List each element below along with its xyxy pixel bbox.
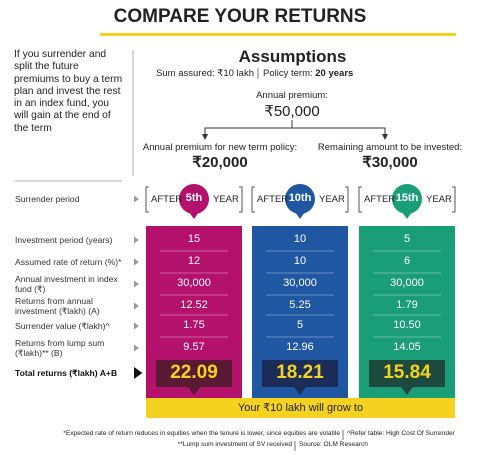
row-label: Total returns (₹lakh) A+B — [15, 368, 118, 378]
cell-value: 12.96 — [286, 341, 314, 353]
row-label: Annual investment in index fund (₹) — [15, 274, 118, 294]
total-value: 22.09 — [170, 362, 218, 383]
cell-value: 30,000 — [283, 277, 317, 289]
row-arrow — [134, 236, 139, 244]
cell-value: 12 — [187, 255, 201, 267]
footnote: Source: OLM Research — [299, 441, 368, 448]
row-arrow — [134, 280, 139, 288]
total-value: 15.84 — [383, 362, 431, 383]
arrowheads — [202, 134, 388, 140]
policy-term-label: Policy term: — [263, 68, 313, 79]
title: COMPARE YOUR RETURNS — [113, 6, 367, 27]
total-pointer — [401, 387, 413, 395]
assumptions-heading: Assumptions — [238, 47, 347, 66]
bracket — [204, 120, 386, 136]
row-label: Returns from lump sum (₹lakh)** (B) — [15, 338, 105, 358]
cell-value: 1.75 — [183, 319, 205, 331]
cell-value: 10 — [293, 233, 307, 245]
cell-value: 30,000 — [177, 277, 211, 289]
cell-value: 14.05 — [393, 341, 421, 353]
cell-value: 6 — [403, 255, 411, 267]
header-suffix: YEAR — [426, 194, 452, 205]
cell-value: 5.25 — [289, 299, 311, 311]
banner-bg — [146, 398, 455, 418]
row-label: Assumed rate of return (%)* — [15, 257, 122, 267]
row-arrow — [134, 344, 139, 352]
cell-value: 9.57 — [183, 341, 205, 353]
header-circle — [179, 184, 209, 214]
row-label: Surrender value (₹lakh)^ — [15, 321, 110, 331]
cell-value: 5 — [296, 319, 304, 331]
row-arrow — [134, 258, 139, 266]
total-pointer — [294, 387, 306, 395]
header-bracket — [358, 186, 456, 213]
header-suffix: YEAR — [213, 194, 239, 205]
total-box — [156, 360, 232, 387]
header-prefix: AFTER — [257, 194, 289, 205]
row-arrow — [134, 367, 143, 379]
policy-term-value: 20 years — [315, 68, 354, 79]
header-period: 5th — [185, 192, 203, 204]
header-bracket — [145, 186, 243, 213]
row-arrow — [134, 195, 139, 203]
cell-value: 12.52 — [180, 299, 208, 311]
annual-premium-label: Annual premium: — [256, 90, 328, 101]
title-underline — [100, 33, 456, 36]
cell-value: 10.50 — [393, 319, 421, 331]
row-label: Surrender period — [15, 194, 80, 204]
policy-term: Policy term: 20 years — [263, 68, 353, 79]
row-arrow — [134, 322, 139, 330]
header-prefix: AFTER — [364, 194, 396, 205]
cell-value: 1.79 — [396, 299, 418, 311]
footnote: ^Refer table: High Cost Of Surrender — [347, 430, 455, 437]
total-box — [262, 360, 338, 387]
row-label: Investment period (years) — [15, 235, 113, 245]
header-suffix: YEAR — [319, 194, 345, 205]
header-prefix: AFTER — [151, 194, 183, 205]
footnote: **Lump sum investment of SV received — [177, 441, 292, 448]
cell-value: 10 — [293, 255, 307, 267]
header-bracket — [251, 186, 349, 213]
total-box — [369, 360, 445, 387]
header-circle — [392, 184, 422, 214]
total-pointer — [188, 387, 200, 395]
invest-label: Remaining amount to be invested: — [317, 142, 463, 153]
term-policy-amount: ₹20,000 — [192, 154, 248, 171]
row-label: Returns from annual investment (₹lakh) (… — [15, 296, 100, 316]
annual-premium: ₹50,000 — [264, 103, 320, 120]
term-policy-label: Annual premium for new term policy: — [142, 142, 298, 153]
cell-value: 30,000 — [390, 277, 424, 289]
header-circle — [285, 184, 315, 214]
cell-value: 5 — [403, 233, 411, 245]
row-arrow — [134, 302, 139, 310]
banner: Your ₹10 lakh will grow to — [237, 402, 364, 414]
sum-assured: Sum assured: ₹10 lakh — [156, 68, 254, 79]
header-period: 10th — [288, 192, 312, 204]
cell-value: 15 — [187, 233, 201, 245]
total-value: 18.21 — [276, 362, 324, 383]
header-period: 15th — [395, 192, 419, 204]
invest-amount: ₹30,000 — [362, 154, 418, 171]
footnote: *Expected rate of return reduces in equi… — [63, 430, 340, 437]
intro: If you surrender and split the future pr… — [14, 49, 123, 134]
